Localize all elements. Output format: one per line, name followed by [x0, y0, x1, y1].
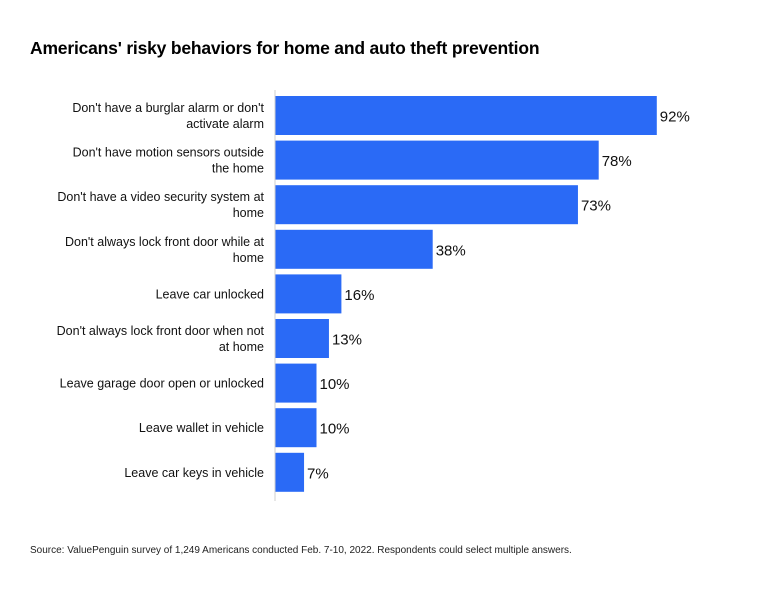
value-label: 38% [436, 242, 466, 259]
category-label: at home [219, 340, 264, 354]
category-label: Don't have motion sensors outside [73, 146, 264, 160]
bar [275, 96, 657, 135]
value-label: 10% [320, 421, 350, 438]
category-label: home [233, 206, 264, 220]
value-label: 10% [320, 376, 350, 393]
bar [275, 229, 433, 269]
category-label: Leave wallet in vehicle [139, 421, 264, 435]
category-label: activate alarm [186, 117, 264, 131]
bar [275, 274, 342, 314]
bar [275, 452, 305, 492]
bar [275, 140, 599, 180]
bar [275, 185, 578, 225]
value-label: 7% [307, 465, 329, 482]
value-label: 92% [660, 109, 690, 126]
category-label: Leave car keys in vehicle [124, 466, 264, 480]
value-label: 13% [332, 332, 362, 349]
category-label: Don't always lock front door while at [65, 235, 265, 249]
source-note: Source: ValuePenguin survey of 1,249 Ame… [30, 545, 572, 556]
category-label: the home [212, 162, 264, 176]
category-label: home [233, 251, 264, 265]
bar [275, 319, 329, 358]
category-label: Don't have a video security system at [57, 190, 264, 204]
category-label: Don't always lock front door when not [57, 324, 265, 338]
chart-title: Americans' risky behaviors for home and … [30, 38, 540, 58]
category-label: Leave car unlocked [156, 287, 264, 301]
category-label: Leave garage door open or unlocked [60, 377, 264, 391]
value-label: 73% [581, 198, 611, 215]
bar [275, 363, 317, 403]
bar [275, 408, 317, 448]
value-label: 16% [344, 287, 374, 304]
value-label: 78% [602, 153, 632, 170]
category-label: Don't have a burglar alarm or don't [72, 101, 264, 115]
